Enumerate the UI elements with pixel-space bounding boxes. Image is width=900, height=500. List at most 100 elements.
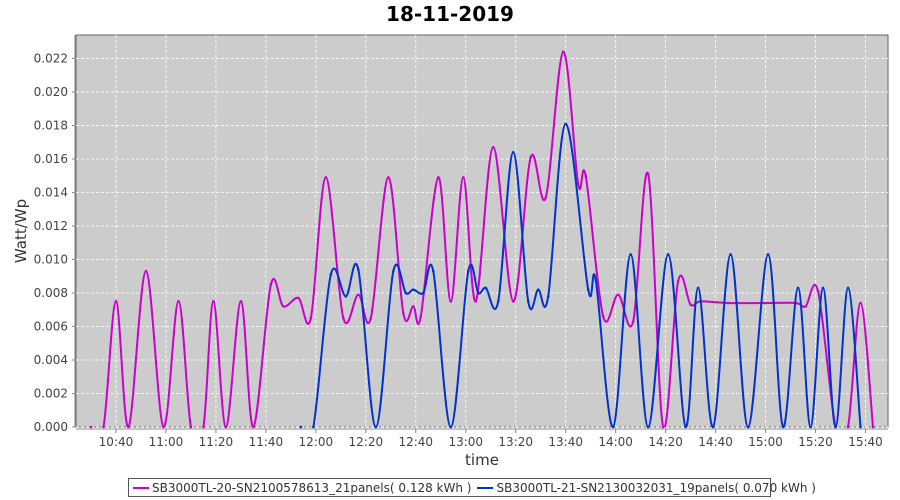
data-point <box>546 295 550 298</box>
legend-swatch <box>477 487 494 489</box>
y-tick-label: 0.016 <box>34 152 68 166</box>
data-point <box>89 425 93 429</box>
data-point <box>834 425 837 429</box>
legend: SB3000TL-20-SN2100578613_21panels( 0.128… <box>128 478 816 497</box>
data-point <box>586 288 590 291</box>
data-point <box>584 174 587 178</box>
data-point <box>544 196 548 199</box>
data-point <box>297 296 300 300</box>
data-point <box>661 425 665 429</box>
x-tick-label: 10:40 <box>99 435 134 449</box>
data-point <box>511 300 515 303</box>
data-point <box>127 425 130 429</box>
y-tick-label: 0.018 <box>34 118 68 132</box>
data-point <box>536 288 540 291</box>
data-point <box>846 286 850 290</box>
data-point <box>564 122 567 126</box>
data-point <box>392 269 395 273</box>
data-point <box>611 425 615 429</box>
legend-swatch <box>133 487 149 489</box>
data-point <box>369 316 373 320</box>
data-point <box>342 316 345 320</box>
data-point <box>461 176 465 179</box>
data-point <box>629 253 632 256</box>
data-point <box>177 300 180 303</box>
y-tick-label: 0.000 <box>34 420 68 434</box>
data-point <box>804 305 807 308</box>
x-tick-label: 13:40 <box>548 435 583 449</box>
legend-label: SB3000TL-20-SN2100578613_21panels( 0.128… <box>152 480 472 495</box>
data-point <box>299 425 303 429</box>
data-point <box>816 290 820 293</box>
data-point <box>646 172 650 176</box>
data-point <box>764 301 767 305</box>
data-point <box>576 182 580 186</box>
data-point <box>859 425 862 429</box>
y-tick-label: 0.008 <box>34 286 68 300</box>
x-tick-label: 15:20 <box>798 435 833 449</box>
data-point <box>766 253 770 256</box>
legend-label: SB3000TL-21-SN2130032031_19panels( 0.070… <box>496 480 816 495</box>
data-point <box>594 278 597 281</box>
data-point <box>329 273 333 276</box>
x-tick-label: 14:40 <box>698 435 733 449</box>
data-point <box>871 425 875 429</box>
y-tick-label: 0.022 <box>34 51 68 65</box>
data-point <box>344 295 348 298</box>
data-point <box>224 425 228 429</box>
data-point <box>561 50 565 54</box>
legend-item-series-1: SB3000TL-20-SN2100578613_21panels( 0.128… <box>133 481 471 495</box>
data-point <box>746 425 750 429</box>
y-tick-label: 0.020 <box>34 85 68 99</box>
data-point <box>387 176 390 179</box>
data-point <box>411 305 415 308</box>
data-point <box>726 301 730 305</box>
x-tick-label: 12:20 <box>349 435 384 449</box>
data-point <box>102 425 105 429</box>
data-point <box>357 268 360 271</box>
y-tick-label: 0.004 <box>34 353 68 367</box>
data-point <box>474 300 478 303</box>
data-point <box>859 301 862 305</box>
plot-background <box>75 34 889 428</box>
data-point <box>476 291 480 295</box>
chart-title: 18-11-2019 <box>386 2 514 26</box>
data-point <box>511 150 515 154</box>
x-tick-label: 15:00 <box>748 435 783 449</box>
data-point <box>484 286 488 290</box>
x-tick-label: 12:40 <box>398 435 433 449</box>
data-point <box>466 269 470 273</box>
y-tick-label: 0.012 <box>34 219 68 233</box>
data-point <box>239 300 243 303</box>
data-point <box>846 425 850 429</box>
data-point <box>312 425 315 429</box>
x-axis-label: time <box>465 451 499 469</box>
data-point <box>411 288 415 291</box>
data-point <box>114 300 118 303</box>
data-point <box>711 425 715 429</box>
data-point <box>252 425 255 429</box>
data-point <box>269 283 273 286</box>
data-point <box>419 315 423 318</box>
data-point <box>684 425 687 429</box>
data-point <box>202 425 205 429</box>
x-tick-label: 11:40 <box>249 435 284 449</box>
data-point <box>689 303 692 307</box>
data-point <box>421 291 425 295</box>
data-point <box>631 320 635 323</box>
data-point <box>282 305 285 308</box>
data-point <box>821 286 825 290</box>
data-point <box>144 269 148 273</box>
data-point <box>646 425 650 429</box>
data-point <box>666 253 670 256</box>
data-point <box>357 293 360 296</box>
x-tick-label: 14:20 <box>648 435 683 449</box>
data-point <box>401 311 405 315</box>
data-point <box>729 253 732 256</box>
data-point <box>796 286 800 290</box>
y-tick-label: 0.006 <box>34 319 68 333</box>
x-tick-label: 11:20 <box>199 435 234 449</box>
data-point <box>324 176 328 179</box>
